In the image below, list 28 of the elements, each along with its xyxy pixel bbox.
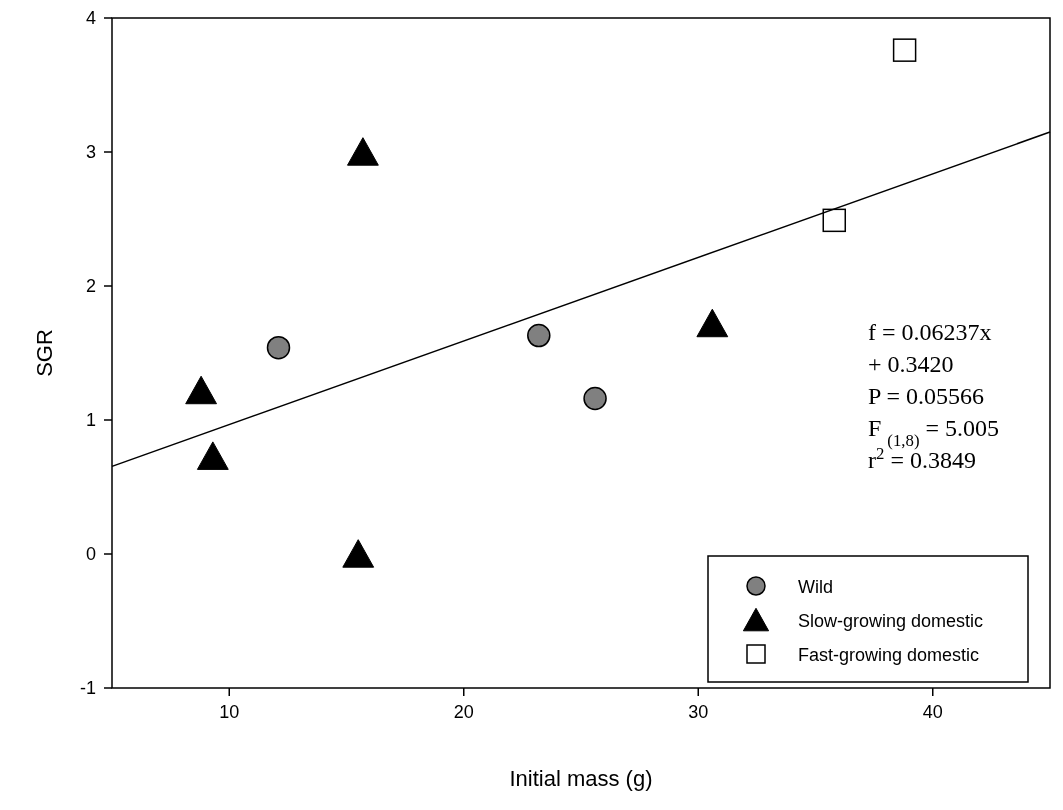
y-tick-label: -1 — [79, 678, 96, 698]
y-tick-label: 0 — [85, 544, 96, 564]
point — [347, 137, 379, 166]
legend-label: Slow-growing domestic — [798, 611, 984, 631]
y-tick-label: 2 — [85, 276, 96, 296]
x-tick-label: 30 — [688, 702, 709, 722]
annotation: P = 0.05566 — [868, 382, 984, 409]
point — [342, 539, 375, 568]
point — [527, 323, 551, 348]
point — [185, 375, 218, 405]
x-axis-title: Initial mass (g) — [509, 766, 653, 791]
point — [583, 386, 607, 411]
y-tick-label: 3 — [85, 142, 96, 162]
legend-label: Fast-growing domestic — [798, 645, 980, 665]
annotation: f = 0.06237x — [868, 318, 992, 345]
y-tick-label: 1 — [85, 410, 96, 430]
point — [266, 335, 291, 360]
point — [822, 208, 847, 233]
annotation: + 0.3420 — [868, 350, 954, 377]
point — [696, 308, 729, 338]
point — [196, 441, 229, 470]
y-axis-title: SGR — [32, 329, 57, 377]
y-tick-label: 4 — [85, 8, 96, 28]
x-tick-label: 20 — [453, 702, 474, 722]
x-tick-label: 40 — [922, 702, 943, 722]
legend-label: Wild — [798, 577, 833, 597]
x-tick-label: 10 — [219, 702, 240, 722]
point — [892, 38, 917, 62]
